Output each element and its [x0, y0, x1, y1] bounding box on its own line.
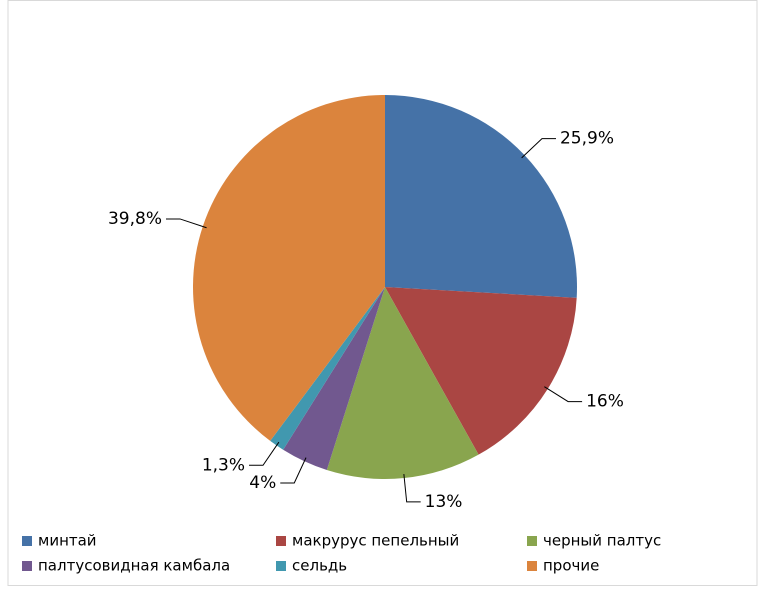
leader-line	[280, 457, 307, 484]
legend-swatch	[22, 561, 32, 571]
pie-slice	[385, 95, 577, 298]
pie-slice	[326, 287, 479, 480]
legend-label: сельдь	[292, 557, 347, 575]
leader-line	[521, 138, 556, 159]
data-label: 1,3%	[202, 455, 245, 475]
leader-line	[249, 441, 280, 466]
legend-label: макрурус пепельный	[292, 532, 459, 550]
pie-slice	[283, 287, 385, 470]
legend-label: палтусовидная камбала	[38, 557, 230, 575]
data-label: 39,8%	[108, 209, 162, 229]
legend-swatch	[22, 536, 32, 546]
legend-label: минтай	[38, 532, 97, 550]
leader-line	[403, 474, 421, 503]
leader-line	[544, 386, 583, 403]
legend-swatch	[527, 536, 537, 546]
legend-swatch	[276, 536, 286, 546]
data-label: 16%	[586, 392, 624, 412]
leader-line	[165, 218, 207, 229]
pie-slice	[193, 95, 385, 441]
data-label: 25,9%	[560, 129, 614, 149]
pie-slice	[385, 287, 577, 455]
legend-label: черный палтус	[543, 532, 661, 550]
legend-swatch	[276, 561, 286, 571]
data-label: 13%	[425, 492, 463, 512]
pie-slice	[270, 287, 385, 450]
legend-label: прочие	[543, 557, 599, 575]
data-label: 4%	[249, 473, 276, 493]
legend-swatch	[527, 561, 537, 571]
